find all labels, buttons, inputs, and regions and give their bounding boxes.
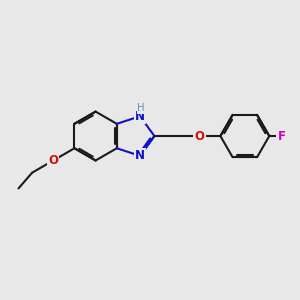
Text: O: O <box>48 154 58 167</box>
Text: H: H <box>137 103 145 113</box>
Text: N: N <box>135 149 145 162</box>
Text: N: N <box>135 110 145 123</box>
Text: F: F <box>278 130 286 142</box>
Text: O: O <box>195 130 205 142</box>
